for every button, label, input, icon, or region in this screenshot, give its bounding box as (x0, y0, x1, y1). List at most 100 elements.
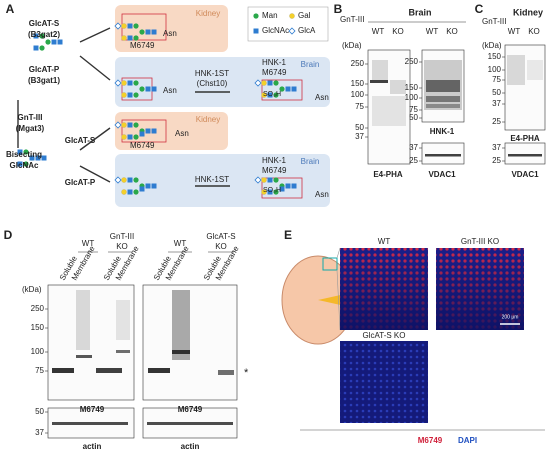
label: GlcAT-P (65, 178, 96, 187)
mannose (45, 39, 51, 45)
mannose (279, 86, 285, 92)
band (372, 60, 388, 80)
glcnac (291, 86, 297, 92)
glcnac (127, 122, 133, 128)
glcnac (127, 134, 133, 140)
label: Brain (301, 60, 320, 69)
kidney-box (115, 112, 228, 150)
blot (421, 142, 465, 165)
label: GnT-III (482, 17, 506, 26)
legend-entry: GlcNAc (262, 26, 289, 35)
label: GlcAT-P (29, 65, 60, 74)
tick-label: 25 (492, 156, 501, 165)
band (172, 290, 190, 360)
tick-label: 75 (35, 366, 44, 375)
blot (47, 284, 135, 401)
label: M6749 (262, 68, 287, 77)
label: GnT-III (18, 113, 43, 122)
tick-label: 100 (488, 65, 502, 74)
band (372, 96, 406, 126)
label: GlcNAc (10, 161, 39, 170)
band (116, 350, 130, 353)
mannose (133, 35, 139, 41)
label: VDAC1 (428, 170, 456, 179)
glca (114, 176, 122, 184)
label: HNK-1 (430, 127, 455, 136)
group-label: KO (116, 242, 128, 251)
glcnac (267, 80, 273, 86)
band (527, 60, 543, 80)
glcnac (33, 45, 39, 51)
band (52, 368, 74, 373)
tick-label: 100 (351, 90, 365, 99)
group-label: KO (215, 242, 227, 251)
glcnac (291, 183, 297, 189)
asn: Asn (163, 29, 177, 38)
glcnac (17, 161, 23, 167)
tick-label: 37 (35, 428, 44, 437)
glcnac (151, 29, 157, 35)
label: SO₃H (263, 187, 281, 194)
galactose (261, 80, 267, 86)
band (218, 370, 234, 375)
glcnac (151, 183, 157, 189)
band (96, 368, 122, 373)
label: GnT-III KO (461, 237, 499, 246)
label: E (284, 228, 292, 242)
label: actin (83, 442, 102, 451)
glcnac (145, 183, 151, 189)
label: GlcAT-S (65, 136, 96, 145)
legend-box (247, 6, 329, 42)
glcnac (267, 177, 273, 183)
band (426, 80, 460, 92)
label: C (475, 2, 484, 16)
label: M6749 (262, 166, 287, 175)
label: HNK-1ST (195, 69, 229, 78)
image-shade (436, 248, 524, 330)
label: WT (378, 237, 391, 246)
glca (114, 22, 122, 30)
mannose (273, 80, 279, 86)
mannose (23, 161, 29, 167)
label: (kDa) (342, 41, 362, 50)
mannose (133, 189, 139, 195)
galactose (121, 189, 127, 195)
glcnac (285, 183, 291, 189)
blot (504, 142, 546, 165)
tick-label: 75 (492, 75, 501, 84)
label: B (334, 2, 343, 16)
glca (254, 176, 262, 184)
label: (kDa) (482, 41, 502, 50)
label: (Chst10) (197, 79, 228, 88)
glcnac (57, 39, 63, 45)
mannose (133, 92, 139, 98)
band (390, 80, 406, 94)
group-label: GnT-III (110, 232, 134, 241)
band (426, 104, 460, 108)
tick-label: 150 (488, 52, 502, 61)
label: Brain (301, 157, 320, 166)
tick-label: 25 (492, 117, 501, 126)
label: HNK-1 (262, 58, 287, 67)
label: M6749 (130, 141, 155, 150)
tick-label: 75 (409, 105, 418, 114)
glca (114, 121, 122, 129)
label: GlcAT-S KO (363, 331, 406, 340)
mannose (133, 80, 139, 86)
mannose (139, 86, 145, 92)
tick-label: 25 (409, 156, 418, 165)
label: DAPI (458, 436, 477, 445)
glcnac (151, 86, 157, 92)
lane-label: WT (426, 27, 439, 36)
label: D (4, 228, 13, 242)
tick-label: 75 (355, 102, 364, 111)
glcnac (127, 189, 133, 195)
lane-label: KO (392, 27, 404, 36)
blot (504, 44, 546, 131)
label: GnT-III (340, 15, 364, 24)
tick-label: 150 (405, 83, 419, 92)
mannose (133, 23, 139, 29)
tick-label: 100 (31, 347, 45, 356)
mannose (273, 177, 279, 183)
